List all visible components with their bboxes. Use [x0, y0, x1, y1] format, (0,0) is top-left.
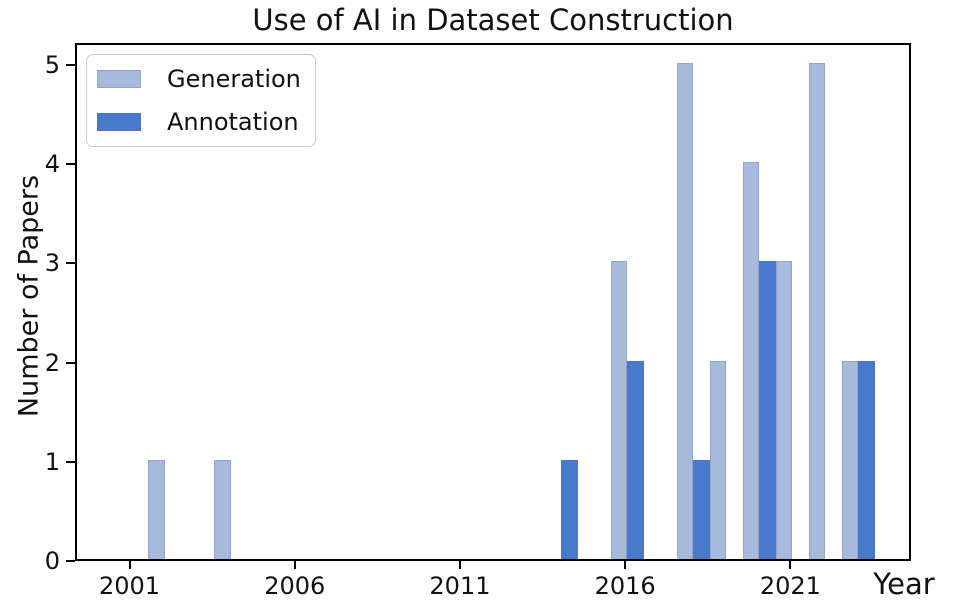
- bar-generation-2018: [676, 62, 694, 559]
- bar-generation-2022: [808, 62, 826, 559]
- x-tick-mark-2016: [624, 560, 627, 569]
- chart-title: Use of AI in Dataset Construction: [252, 3, 734, 37]
- y-tick-mark-5: [66, 63, 75, 66]
- x-tick-mark-2021: [789, 560, 792, 569]
- bars-layer: [77, 45, 909, 559]
- bar-annotation-2016: [627, 360, 644, 559]
- x-tick-label-2001: 2001: [98, 572, 161, 600]
- y-tick-mark-3: [66, 262, 75, 265]
- legend: Generation Annotation: [86, 54, 316, 147]
- x-tick-label-2006: 2006: [264, 572, 326, 600]
- y-tick-label-2: 2: [44, 348, 60, 377]
- bar-generation-2023: [841, 360, 859, 559]
- y-tick-mark-0: [66, 560, 75, 562]
- legend-item-generation: Generation: [97, 66, 301, 92]
- x-tick-label-2011: 2011: [429, 572, 491, 600]
- y-tick-label-5: 5: [44, 50, 60, 79]
- x-tick-label-2016: 2016: [594, 572, 656, 600]
- y-tick-mark-2: [66, 361, 75, 364]
- x-tick-label-2021: 2021: [759, 572, 821, 600]
- y-tick-label-3: 3: [44, 249, 60, 278]
- bar-generation-2002: [148, 459, 165, 559]
- legend-label-generation: Generation: [167, 65, 301, 93]
- y-tick-mark-1: [66, 460, 75, 463]
- legend-swatch-generation: [97, 70, 141, 88]
- bar-generation-2021: [775, 261, 793, 559]
- legend-label-annotation: Annotation: [167, 108, 299, 136]
- y-tick-label-4: 4: [44, 150, 60, 179]
- x-tick-mark-2011: [458, 560, 461, 569]
- legend-item-annotation: Annotation: [97, 109, 301, 135]
- legend-swatch-annotation: [97, 113, 141, 131]
- bar-annotation-2018: [693, 459, 710, 559]
- y-axis-label: Number of Papers: [13, 174, 45, 418]
- plot-area: Generation Annotation: [75, 43, 911, 561]
- x-tick-mark-2001: [128, 560, 131, 569]
- x-tick-mark-2006: [293, 560, 296, 569]
- bar-annotation-2020: [759, 261, 776, 559]
- bar-annotation-2023: [858, 360, 875, 559]
- bar-generation-2004: [214, 459, 231, 559]
- y-tick-mark-4: [66, 163, 75, 166]
- bar-generation-2020: [742, 162, 760, 559]
- bar-generation-2016: [610, 261, 628, 559]
- y-tick-label-0: 0: [44, 547, 60, 575]
- y-tick-label-1: 1: [44, 447, 60, 476]
- bar-annotation-2014: [561, 459, 578, 559]
- bar-generation-2019: [709, 360, 727, 559]
- x-axis-label: Year: [873, 567, 935, 601]
